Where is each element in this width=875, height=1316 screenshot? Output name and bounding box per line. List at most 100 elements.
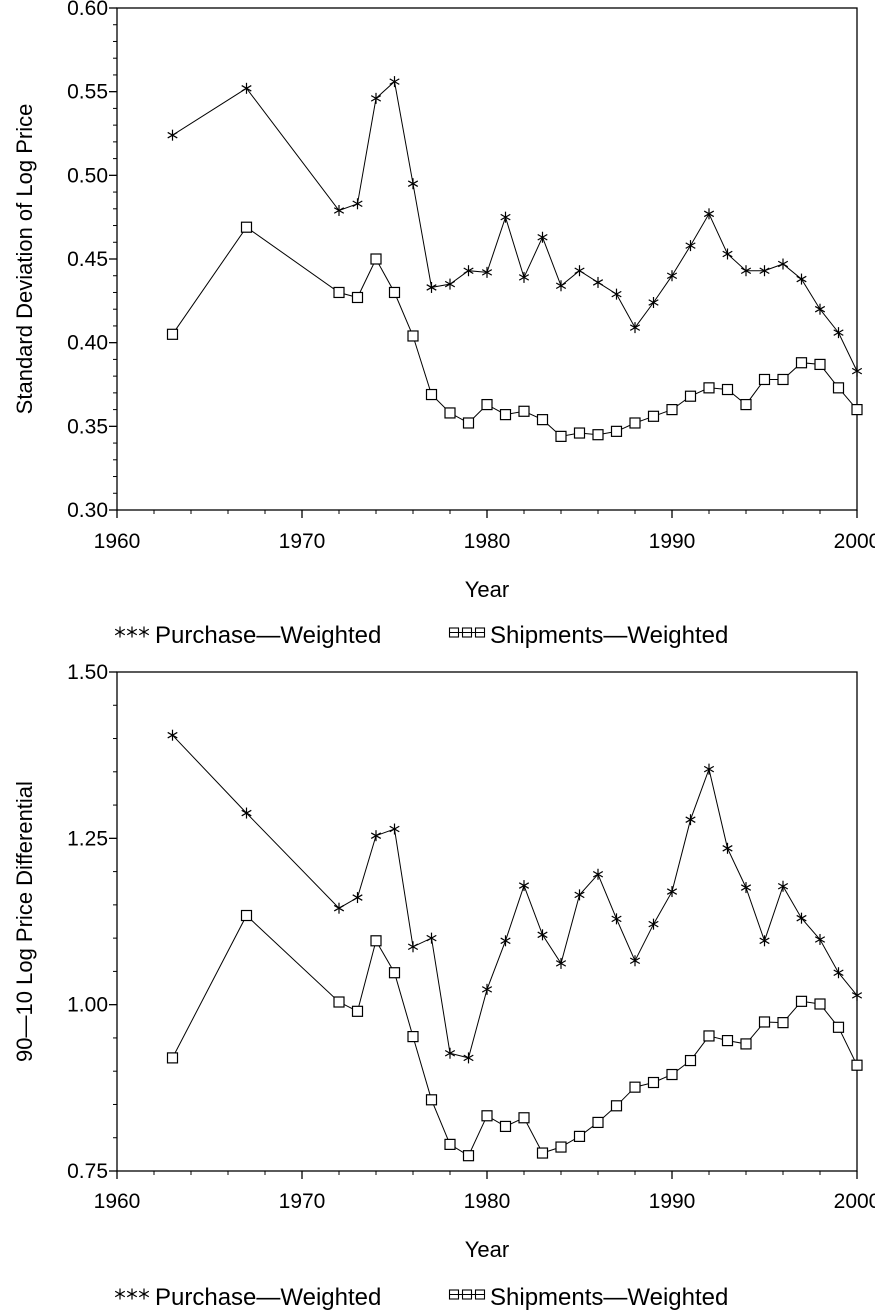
data-point-purchase-stroke — [814, 936, 826, 943]
legend-purchase-symbol-stroke — [126, 628, 138, 636]
y-tick-label: 0.60 — [67, 0, 108, 20]
y-tick-label: 1.25 — [67, 827, 108, 850]
data-point-purchase-stroke — [518, 274, 530, 281]
data-point-shipments — [647, 1076, 660, 1089]
data-point-purchase — [389, 823, 400, 835]
data-point-purchase — [444, 278, 456, 290]
data-point-purchase — [241, 807, 252, 819]
data-point-purchase — [518, 271, 530, 283]
data-point-purchase-stroke — [666, 888, 678, 895]
x-tick-label: 1970 — [279, 1190, 326, 1213]
data-point-purchase — [666, 270, 678, 282]
data-point-shipments — [407, 330, 419, 342]
data-point-shipments — [444, 407, 456, 419]
legend-purchase-symbol-stroke — [126, 1290, 138, 1298]
data-point-purchase-stroke — [759, 267, 770, 274]
plot-frame — [116, 671, 858, 1172]
data-point-purchase — [648, 297, 659, 309]
y-tick-label: 1.00 — [67, 994, 108, 1017]
data-point-purchase-stroke — [444, 1049, 456, 1057]
x-tick-label: 1960 — [94, 530, 141, 553]
series-line-purchase — [172, 734, 858, 1059]
series-line-shipments — [172, 914, 858, 1157]
data-point-shipments — [536, 414, 549, 426]
data-point-shipments — [481, 398, 493, 411]
x-tick-label: 1970 — [279, 530, 326, 553]
data-point-shipments — [518, 405, 530, 417]
data-point-purchase-stroke — [333, 207, 345, 214]
data-point-purchase — [629, 322, 641, 334]
data-point-purchase — [500, 935, 511, 947]
data-point-shipments — [647, 410, 660, 422]
legend: Purchase—Weighted Shipments—Weighted — [114, 622, 728, 649]
data-point-purchase-stroke — [574, 267, 585, 274]
y-tick-label: 0.40 — [67, 332, 108, 355]
data-point-purchase — [574, 889, 585, 901]
data-point-shipments — [703, 1030, 715, 1042]
data-point-purchase-stroke — [833, 329, 844, 336]
data-point-purchase-stroke — [611, 915, 622, 923]
data-point-purchase — [592, 868, 604, 880]
data-point-purchase — [463, 265, 474, 277]
data-point-purchase-stroke — [796, 914, 807, 922]
data-point-purchase-stroke — [648, 299, 659, 306]
data-point-shipments — [610, 1100, 623, 1112]
data-point-shipments — [629, 1081, 641, 1093]
data-point-shipments — [814, 358, 826, 371]
legend-label-shipments: Shipments—Weighted — [490, 622, 728, 649]
data-point-purchase — [555, 280, 567, 292]
x-tick-label: 1980 — [464, 530, 511, 553]
legend-purchase-symbol — [138, 1288, 150, 1300]
chart-panel-std-dev: 0.30 0.35 0.40 0.45 0.50 0.55 0.60 1960 1970 1980… — [12, 0, 875, 649]
data-point-purchase — [703, 763, 715, 775]
data-point-shipments — [758, 373, 771, 386]
data-point-shipments — [481, 1110, 493, 1122]
data-point-purchase — [167, 729, 178, 741]
y-tick-label: 0.55 — [67, 81, 108, 104]
data-point-purchase — [407, 178, 419, 190]
data-point-purchase — [518, 880, 530, 892]
data-point-shipments — [814, 998, 826, 1010]
y-tick-label: 0.30 — [67, 499, 108, 522]
data-point-purchase-stroke — [241, 809, 252, 817]
data-point-purchase-stroke — [463, 1054, 474, 1062]
data-point-shipments — [351, 291, 364, 304]
data-point-purchase — [407, 941, 419, 953]
data-point-shipments — [518, 1112, 530, 1124]
data-point-purchase — [481, 266, 493, 278]
x-tick-label: 2000 — [834, 1190, 875, 1213]
data-point-purchase-stroke — [611, 290, 622, 298]
data-point-shipments — [166, 1052, 179, 1064]
data-point-purchase — [722, 842, 733, 854]
data-point-purchase — [555, 957, 567, 969]
data-point-purchase-stroke — [740, 884, 752, 891]
data-point-shipments — [592, 429, 604, 441]
plot-frame — [116, 7, 858, 511]
data-point-shipments — [499, 409, 512, 421]
data-point-purchase — [833, 967, 844, 979]
data-point-shipments — [425, 388, 438, 401]
data-point-purchase-stroke — [537, 233, 548, 241]
data-point-purchase — [537, 929, 548, 941]
data-point-purchase — [722, 248, 733, 260]
data-point-purchase — [426, 932, 437, 944]
x-tick-label: 2000 — [834, 530, 875, 553]
data-point-purchase — [777, 258, 789, 270]
data-point-purchase — [370, 830, 382, 842]
data-point-shipments — [721, 383, 734, 396]
y-tick-label: 0.45 — [67, 248, 108, 271]
data-point-purchase — [352, 198, 363, 210]
y-tick-label: 0.75 — [67, 1160, 108, 1183]
data-point-purchase — [611, 913, 622, 925]
legend-purchase-symbol-stroke — [138, 1290, 150, 1298]
legend-purchase-symbol-stroke — [114, 1290, 126, 1298]
data-point-shipments — [462, 1150, 475, 1162]
data-point-purchase-stroke — [481, 269, 493, 276]
data-point-shipments — [851, 404, 863, 416]
data-point-purchase-stroke — [685, 816, 696, 823]
data-point-purchase — [759, 935, 770, 947]
data-point-purchase-stroke — [574, 891, 585, 899]
data-point-shipments — [444, 1138, 456, 1150]
legend-label-purchase: Purchase—Weighted — [155, 1284, 381, 1311]
